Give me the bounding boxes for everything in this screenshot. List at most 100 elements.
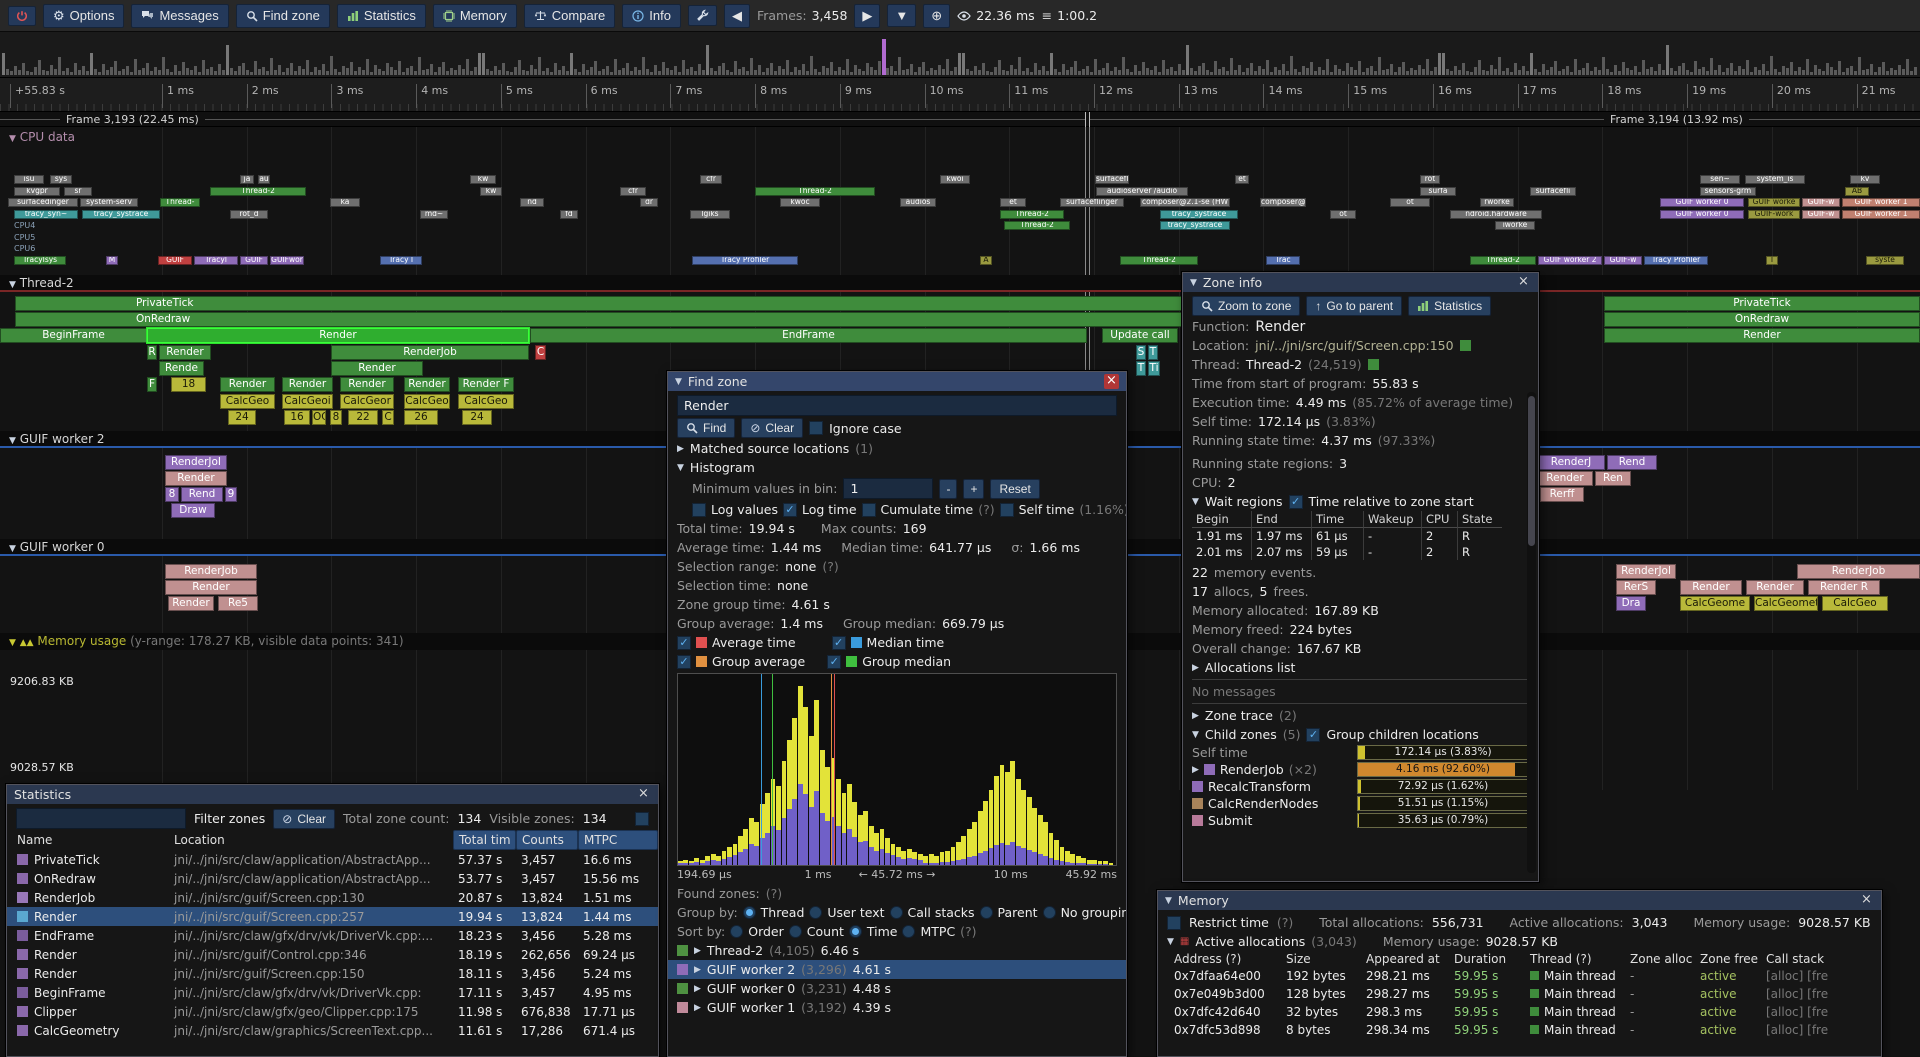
frame-bar[interactable] — [414, 71, 417, 75]
frame-bar[interactable] — [1842, 72, 1845, 75]
frame-bar[interactable] — [522, 70, 525, 75]
frame-bar[interactable] — [1634, 66, 1637, 75]
frame-bar[interactable] — [146, 63, 149, 75]
frame-bar[interactable] — [1710, 58, 1713, 75]
allocation-row[interactable]: 0x7dfc53d898 8 bytes 298.34 ms 59.95 s Main … — [1174, 1023, 1829, 1037]
frame-bar[interactable] — [1322, 70, 1325, 75]
timeline-zone[interactable]: GUIF worker 1 — [1842, 209, 1920, 219]
frame-bar[interactable] — [430, 64, 433, 75]
frame-bar[interactable] — [1726, 68, 1729, 75]
cumulate-time-checkbox[interactable] — [861, 502, 876, 517]
frame-bar[interactable] — [1170, 67, 1173, 75]
timeline-zone[interactable]: tracy_systrace — [82, 209, 160, 219]
frame-bar[interactable] — [786, 60, 789, 75]
frame-bar[interactable] — [134, 59, 137, 75]
statistics-button[interactable]: Statistics — [1408, 296, 1492, 316]
timeline-zone[interactable]: TracyIsys — [14, 255, 66, 265]
frame-bar[interactable] — [622, 68, 625, 75]
found-zone-group[interactable]: ▶ Thread-2 (4,105) 6.46 s — [668, 941, 1126, 960]
timeline-zone[interactable]: CalcGeo — [404, 394, 450, 409]
frame-bar[interactable] — [218, 64, 221, 75]
frame-bar[interactable] — [266, 71, 269, 75]
zone-thread[interactable]: Thread-2 — [1245, 357, 1303, 372]
timeline-zone[interactable]: ndroid.hardware — [1450, 209, 1542, 219]
frame-bar[interactable] — [1270, 72, 1273, 75]
timeline-zone[interactable]: sys — [50, 175, 72, 184]
relative-time-checkbox[interactable]: ✓ — [1288, 494, 1303, 509]
frame-bar[interactable] — [1374, 71, 1377, 75]
zone-location[interactable]: jni/../jni/src/guif/Screen.cpp:150 — [1255, 338, 1454, 353]
frame-bar[interactable] — [1010, 65, 1013, 75]
frame-bar[interactable] — [1830, 67, 1833, 75]
frame-bar[interactable] — [726, 70, 729, 75]
frame-bar[interactable] — [702, 70, 705, 75]
frame-bar[interactable] — [410, 66, 413, 75]
frame-bar[interactable] — [1686, 70, 1689, 75]
frame-bar[interactable] — [1350, 67, 1353, 75]
frame-bar[interactable] — [290, 63, 293, 75]
messages-button[interactable]: Messages — [131, 3, 229, 28]
frame-bar[interactable] — [770, 63, 773, 75]
frame-bar[interactable] — [1818, 69, 1821, 75]
frame-bar[interactable] — [890, 66, 893, 75]
statistics-titlebar[interactable]: Statistics × — [7, 785, 658, 804]
frame-bar[interactable] — [1746, 60, 1749, 75]
frame-bar[interactable] — [246, 70, 249, 75]
child-zone-row[interactable]: ▶ RenderJob (×2) 4.16 ms (92.60%) — [1183, 761, 1538, 778]
frame-bar[interactable] — [1182, 70, 1185, 75]
timeline-zone[interactable]: Dra — [1616, 596, 1646, 611]
frame-bar[interactable] — [1426, 59, 1429, 75]
frame-bar[interactable] — [1342, 71, 1345, 75]
frame-bar[interactable] — [1358, 61, 1361, 75]
frame-bar[interactable] — [1402, 62, 1405, 75]
frame-bar[interactable] — [654, 65, 657, 75]
frame-bar[interactable] — [1186, 45, 1189, 75]
timeline-zone[interactable]: A — [980, 255, 992, 265]
frame-bar[interactable] — [1722, 72, 1725, 75]
sort-mtpc[interactable]: MTPC — [578, 830, 658, 850]
frame-bar[interactable] — [722, 63, 725, 75]
timeline-zone[interactable]: RenderJ — [1537, 455, 1605, 470]
frame-bar[interactable] — [1542, 64, 1545, 75]
thread-row[interactable]: 24 16OC 8 22 C 26 24 — [0, 410, 1920, 425]
frame-bar[interactable] — [378, 69, 381, 75]
frame-bar[interactable] — [1438, 53, 1441, 75]
timeline-zone[interactable]: Render — [147, 328, 529, 343]
frame-bar[interactable] — [1202, 63, 1205, 75]
timeline-zone[interactable]: TracyI — [194, 255, 238, 265]
frame-bar[interactable] — [1878, 67, 1881, 75]
frame-bar[interactable] — [1306, 68, 1309, 75]
wait-column-header[interactable]: Begin — [1192, 511, 1252, 528]
timeline-zone[interactable]: system-serv — [80, 198, 138, 207]
timeline-zone[interactable]: C — [535, 345, 546, 360]
frame-bar[interactable] — [714, 71, 717, 75]
frame-bar[interactable] — [1702, 67, 1705, 75]
timeline-zone[interactable]: ka — [330, 198, 360, 207]
frame-bar[interactable] — [1786, 68, 1789, 75]
active-allocations-expander[interactable]: ▼ ▦ Active allocations (3,043) Memory usa… — [1167, 934, 1558, 949]
thread-row[interactable]: RenderJob RenderJol RenderJob — [0, 564, 1920, 579]
group-by-user-text[interactable] — [809, 906, 823, 919]
frame-bar[interactable] — [910, 64, 913, 75]
thread-header[interactable]: ▼ Thread-2 — [0, 275, 1920, 292]
thread-row[interactable]: Draw — [0, 503, 1920, 518]
frame-bar[interactable] — [614, 59, 617, 75]
found-zone-group[interactable]: ▶ GUIF worker 2 (3,296) 4.61 s — [668, 960, 1126, 979]
timeline-zone[interactable]: cfr — [620, 186, 646, 196]
frame-bar[interactable] — [1078, 71, 1081, 75]
found-zone-group[interactable]: ▶ GUIF worker 1 (3,192) 4.39 s — [668, 998, 1126, 1017]
frame-bar[interactable] — [1626, 68, 1629, 75]
frame-bar[interactable] — [422, 70, 425, 75]
frame-bar[interactable] — [1762, 64, 1765, 75]
frame-bar[interactable] — [1774, 69, 1777, 75]
cpu-row[interactable]: CPU1kvgprsrThread-2kwcfrThread-2audioser… — [0, 186, 1920, 197]
frame-bar[interactable] — [74, 63, 77, 75]
frame-bar[interactable] — [518, 60, 521, 75]
frame-bar[interactable] — [1538, 72, 1541, 75]
frame-bar[interactable] — [1414, 70, 1417, 75]
timeline-zone[interactable]: CalcGeor — [340, 394, 394, 409]
frame-bar[interactable] — [1394, 72, 1397, 75]
frame-bar[interactable] — [1766, 71, 1769, 75]
frame-bar[interactable] — [1110, 71, 1113, 75]
frame-bar[interactable] — [1810, 72, 1813, 75]
